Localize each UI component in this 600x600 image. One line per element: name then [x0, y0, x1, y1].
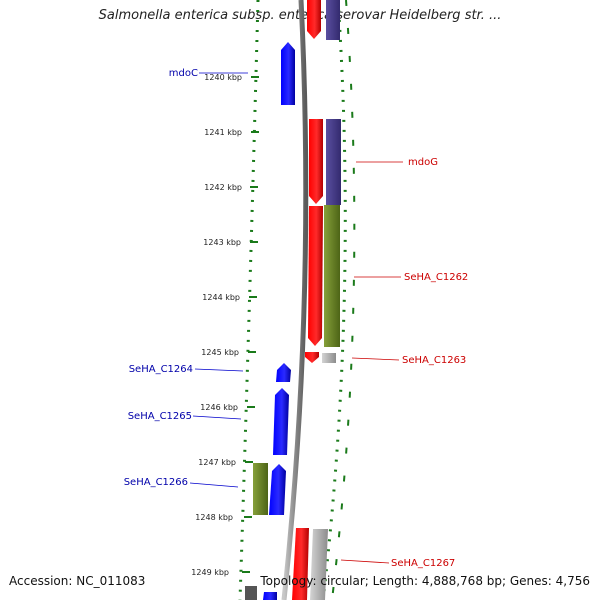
tick-label-1244: 1244 kbp [202, 293, 240, 302]
accession-text: Accession: NC_011083 [9, 574, 146, 588]
tick-label-1248: 1248 kbp [195, 513, 233, 522]
backbone-ring [281, 0, 309, 600]
forward-cds-SeHA_C1267 [292, 528, 309, 600]
cog-mdoG-purple [326, 119, 341, 205]
outer-dotted-ring-2 [331, 0, 356, 600]
gene-label-SeHA_C1265: SeHA_C1265 [128, 411, 192, 422]
tick-label-1247: 1247 kbp [198, 458, 236, 467]
tick-label-1243: 1243 kbp [203, 238, 241, 247]
cog-SeHA_C1263-grey [322, 353, 336, 363]
forward-cds-mdoG [309, 119, 323, 204]
leader-SeHA_C1267 [340, 559, 390, 564]
gene-label-SeHA_C1267: SeHA_C1267 [391, 558, 455, 569]
outer-dotted-ring [321, 0, 347, 600]
tick-label-1249: 1249 kbp [191, 568, 229, 577]
cog-SeHA_C1262-olive [324, 205, 340, 347]
reverse-cds-SeHA_C1264 [276, 363, 291, 382]
gene-label-SeHA_C1266: SeHA_C1266 [124, 477, 188, 488]
reverse-cds-SeHA_C1266 [269, 464, 286, 515]
reverse-cds-bottom [263, 592, 277, 600]
cog-top-purple [326, 0, 340, 40]
scale-ticks [242, 76, 259, 573]
cog-bottom-grey [245, 586, 257, 600]
leader-SeHA_C1265 [192, 415, 242, 420]
gene-label-SeHA_C1263: SeHA_C1263 [402, 355, 466, 366]
tick-label-1246: 1246 kbp [200, 403, 238, 412]
topology-text: Topology: circular; Length: 4,888,768 bp… [260, 574, 590, 588]
cog-SeHA_C1266-olive [253, 463, 268, 515]
gene-label-SeHA_C1262: SeHA_C1262 [404, 272, 468, 283]
forward-cds-SeHA_C1262 [308, 206, 323, 346]
tick-label-1245: 1245 kbp [201, 348, 239, 357]
leader-SeHA_C1264 [194, 368, 244, 372]
tick-label-1242: 1242 kbp [204, 183, 242, 192]
leader-SeHA_C1266 [189, 482, 239, 488]
forward-cds-top [307, 0, 321, 39]
cog-SeHA_C1267-grey [310, 529, 328, 600]
inner-dotted-ring [238, 0, 260, 600]
gene-label-SeHA_C1264: SeHA_C1264 [129, 364, 193, 375]
reverse-cds-SeHA_C1265 [273, 388, 289, 455]
gene-label-mdoC: mdoC [169, 68, 198, 79]
forward-cds-SeHA_C1263 [305, 352, 319, 363]
tick-label-1241: 1241 kbp [204, 128, 242, 137]
reverse-cds-mdoC [281, 42, 295, 105]
leader-SeHA_C1263 [351, 357, 400, 361]
tick-label-1240: 1240 kbp [204, 73, 242, 82]
gene-label-mdoG: mdoG [408, 157, 438, 168]
